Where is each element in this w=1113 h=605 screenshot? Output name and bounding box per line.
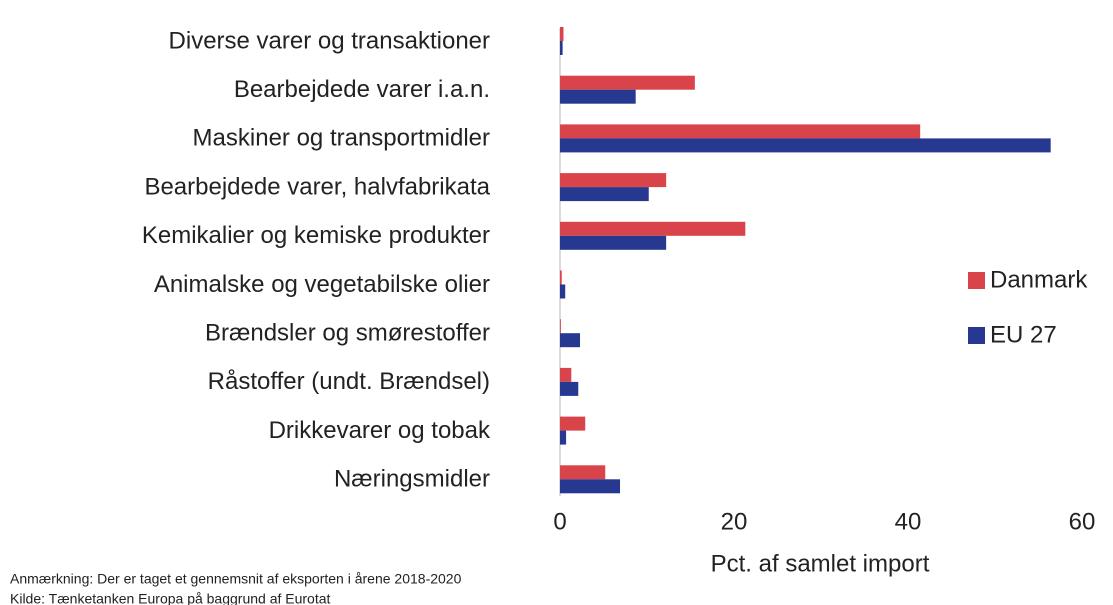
- legend-label: Danmark: [990, 266, 1088, 293]
- y-tick-label: Kemikalier og kemiske produkter: [142, 222, 490, 249]
- y-tick-label: Brændsler og smørestoffer: [205, 320, 490, 347]
- x-axis-label: Pct. af samlet import: [711, 550, 930, 577]
- x-tick-label: 0: [553, 508, 566, 535]
- bar: [560, 124, 921, 139]
- bar: [560, 284, 566, 299]
- bar: [560, 41, 563, 55]
- y-tick-label: Animalske og vegetabilske olier: [154, 271, 490, 298]
- bar: [560, 138, 1051, 153]
- y-tick-label: Diverse varer og transaktioner: [169, 27, 490, 54]
- legend-swatch: [968, 327, 985, 344]
- bar: [560, 430, 567, 445]
- bar: [560, 465, 606, 480]
- bar: [560, 416, 586, 431]
- bar: [560, 75, 695, 90]
- y-tick-label: Næringsmidler: [334, 466, 490, 493]
- bar: [560, 89, 636, 104]
- bar: [560, 270, 562, 285]
- legend-label: EU 27: [990, 321, 1057, 348]
- bar: [560, 479, 621, 494]
- y-tick-label: Råstoffer (undt. Brændsel): [208, 368, 490, 395]
- y-tick-label: Bearbejdede varer, halvfabrikata: [144, 173, 490, 200]
- bar: [560, 221, 746, 236]
- y-tick-label: Maskiner og transportmidler: [193, 125, 490, 152]
- y-tick-label: Bearbejdede varer i.a.n.: [234, 76, 490, 103]
- x-tick-label: 20: [721, 508, 748, 535]
- bar: [560, 333, 581, 348]
- bar: [560, 187, 649, 202]
- note: Kilde: Tænketanken Europa på baggrund af…: [10, 591, 331, 605]
- note: Anmærkning: Der er taget et gennemsnit a…: [10, 571, 462, 587]
- x-tick-label: 40: [895, 508, 922, 535]
- bar: [560, 27, 564, 41]
- bar: [560, 173, 667, 188]
- bar: [560, 235, 667, 250]
- legend-swatch: [968, 272, 985, 289]
- bar: [560, 381, 579, 396]
- bar: [560, 367, 572, 382]
- x-tick-label: 60: [1069, 508, 1096, 535]
- bar: [560, 319, 561, 334]
- y-tick-label: Drikkevarer og tobak: [269, 417, 491, 444]
